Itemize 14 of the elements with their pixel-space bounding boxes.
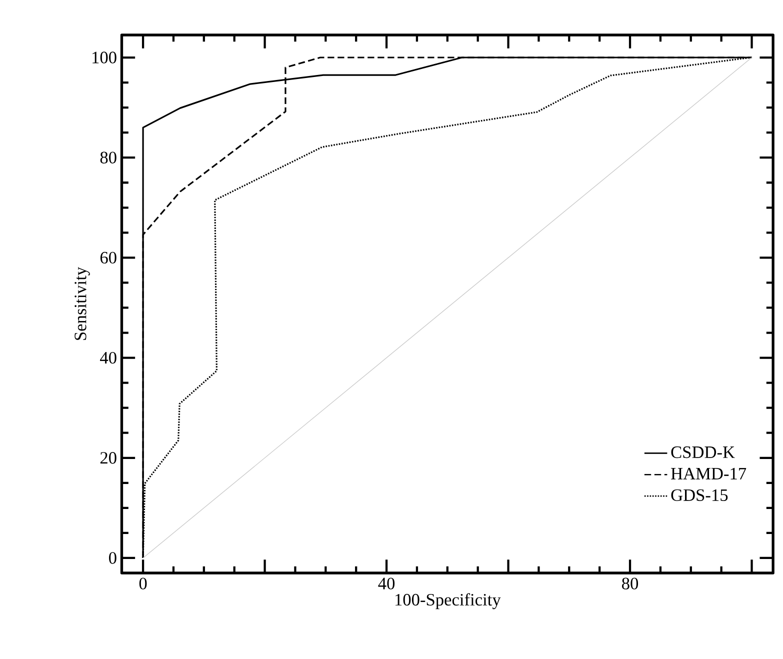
y-axis-title: Sensitivity xyxy=(74,266,90,340)
x-axis-title: 100-Specificity xyxy=(396,593,501,610)
legend-label: GDS-15 xyxy=(671,489,728,501)
x-tick-label: 0 xyxy=(139,578,147,590)
y-tick-label: 100 xyxy=(92,52,116,64)
y-tick-label: 40 xyxy=(100,352,116,364)
y-tick-label: 80 xyxy=(100,152,116,164)
y-tick-label: 0 xyxy=(109,552,116,564)
x-tick-label: 40 xyxy=(378,578,395,590)
x-tick-label: 80 xyxy=(622,578,638,590)
legend-label: HAMD-17 xyxy=(671,468,746,480)
y-tick-label: 60 xyxy=(100,252,116,264)
legend-label: CSDD-K xyxy=(671,446,735,458)
y-tick-label: 20 xyxy=(100,452,116,464)
